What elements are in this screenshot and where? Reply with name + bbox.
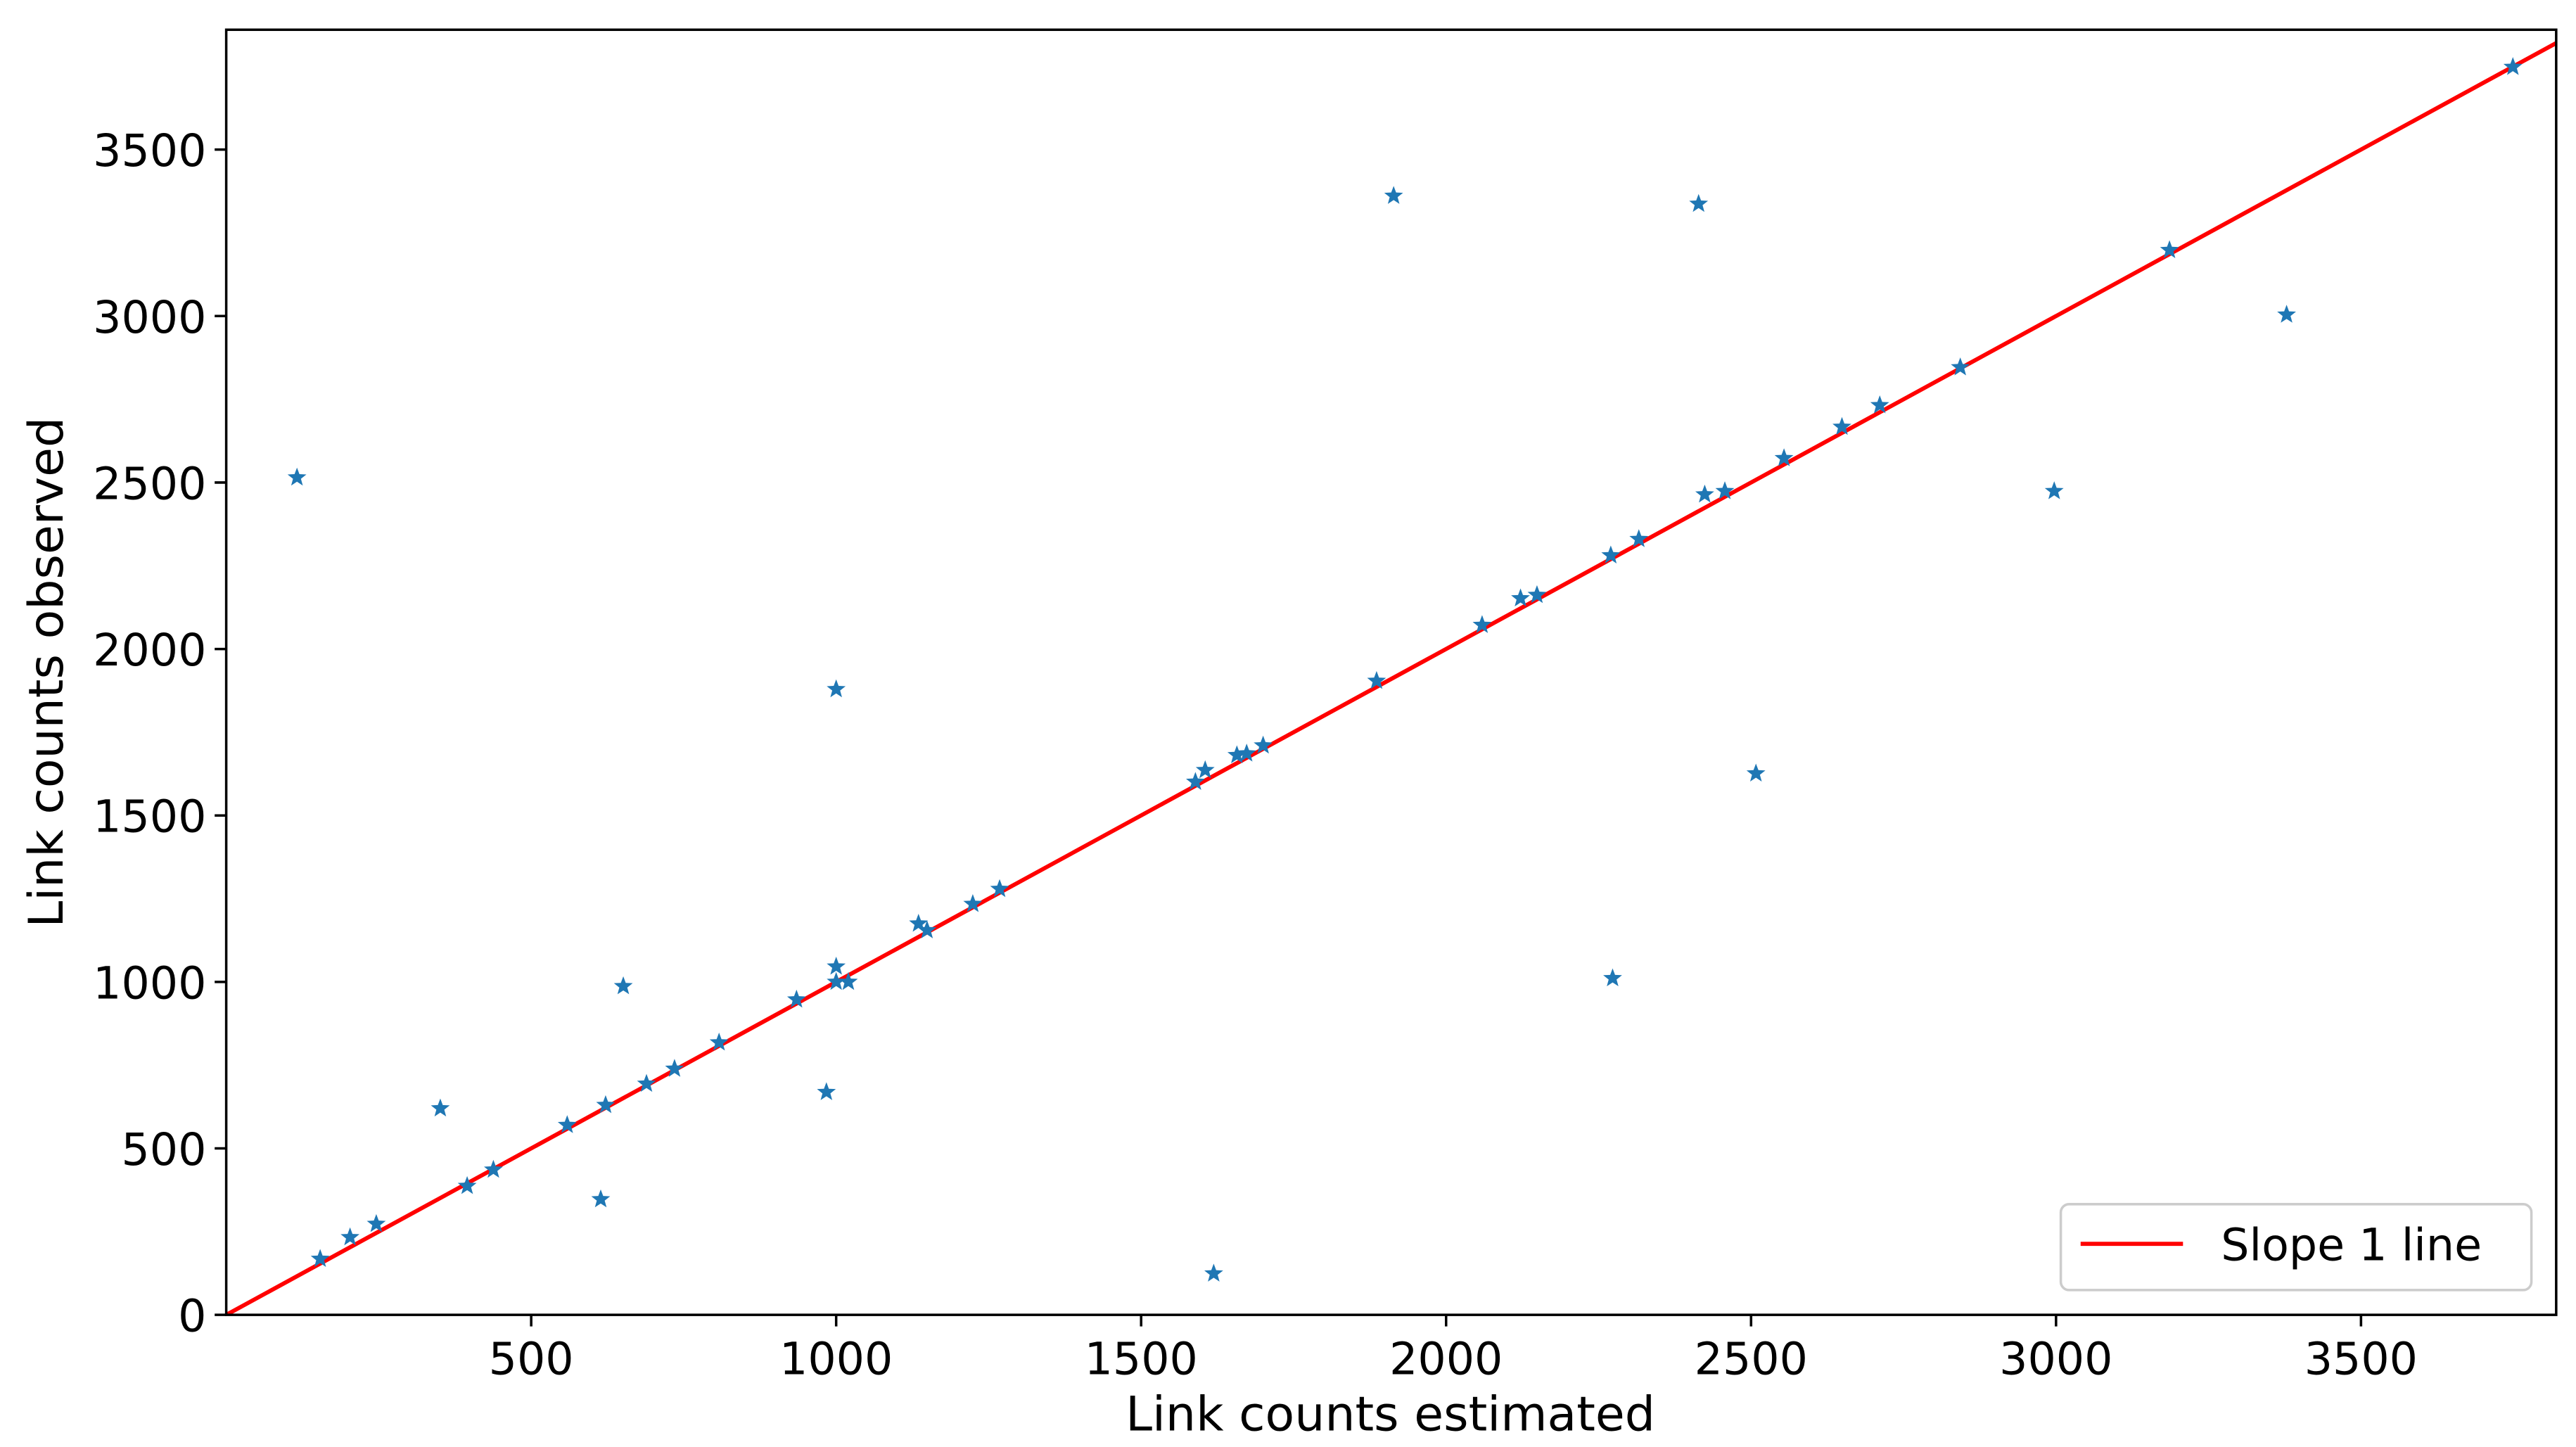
point <box>1629 529 1649 547</box>
point <box>1527 585 1547 604</box>
y-tick-label: 2000 <box>93 624 206 676</box>
point <box>963 894 983 912</box>
point <box>909 913 929 932</box>
x-tick-label: 500 <box>489 1333 574 1385</box>
point <box>557 1115 577 1133</box>
x-tick-label: 2500 <box>1695 1333 1808 1385</box>
point <box>483 1159 503 1178</box>
point <box>366 1213 386 1232</box>
point <box>287 467 307 486</box>
y-tick-label: 3000 <box>93 291 206 343</box>
point <box>340 1227 360 1246</box>
point <box>917 920 937 938</box>
point <box>817 1082 836 1100</box>
point <box>613 976 633 995</box>
point <box>2277 305 2296 323</box>
x-tick-label: 1000 <box>779 1333 893 1385</box>
point <box>1832 416 1851 435</box>
point <box>2160 240 2179 258</box>
y-axis-label: Link counts observed <box>19 417 75 928</box>
point <box>1774 448 1794 466</box>
slope-line <box>226 41 2556 1315</box>
point <box>665 1059 684 1077</box>
point <box>310 1249 330 1268</box>
point <box>786 989 806 1008</box>
point <box>457 1175 477 1194</box>
x-tick-label: 2000 <box>1389 1333 1503 1385</box>
y-tick-label: 3500 <box>93 125 206 177</box>
point <box>1185 772 1205 790</box>
legend-label: Slope 1 line <box>2221 1219 2482 1271</box>
point <box>1511 588 1530 607</box>
point <box>1204 1263 1223 1282</box>
point <box>1715 481 1735 499</box>
point <box>839 971 858 990</box>
point <box>1689 193 1709 212</box>
point <box>1237 744 1256 762</box>
point <box>637 1073 656 1092</box>
y-tick-label: 1000 <box>93 957 206 1009</box>
plot-frame <box>224 28 2558 1316</box>
point <box>591 1189 611 1208</box>
point <box>709 1032 729 1051</box>
point <box>1746 763 1766 782</box>
point <box>596 1095 616 1114</box>
point <box>1603 968 1622 987</box>
point <box>431 1098 450 1117</box>
x-tick-label: 3500 <box>2304 1333 2418 1385</box>
point <box>990 879 1009 898</box>
point <box>1227 745 1246 763</box>
x-tick-label: 3000 <box>1999 1333 2112 1385</box>
point <box>1254 735 1273 754</box>
point <box>1367 670 1386 689</box>
x-axis-label: Link counts estimated <box>1126 1387 1655 1443</box>
point <box>1695 484 1714 503</box>
y-tick-label: 0 <box>178 1290 206 1342</box>
point <box>1951 357 1970 376</box>
point <box>1870 395 1889 414</box>
point <box>1384 186 1403 204</box>
point <box>827 679 846 698</box>
y-tick-label: 500 <box>121 1123 206 1175</box>
x-tick-label: 1500 <box>1085 1333 1198 1385</box>
y-tick-label: 2500 <box>93 457 206 509</box>
point <box>1472 615 1492 633</box>
legend-box <box>2059 1203 2533 1292</box>
point <box>2503 57 2523 75</box>
point <box>827 971 846 990</box>
point <box>2044 481 2064 499</box>
y-tick-label: 1500 <box>93 791 206 843</box>
point <box>1601 545 1621 563</box>
point <box>827 956 846 975</box>
point <box>1195 760 1215 779</box>
